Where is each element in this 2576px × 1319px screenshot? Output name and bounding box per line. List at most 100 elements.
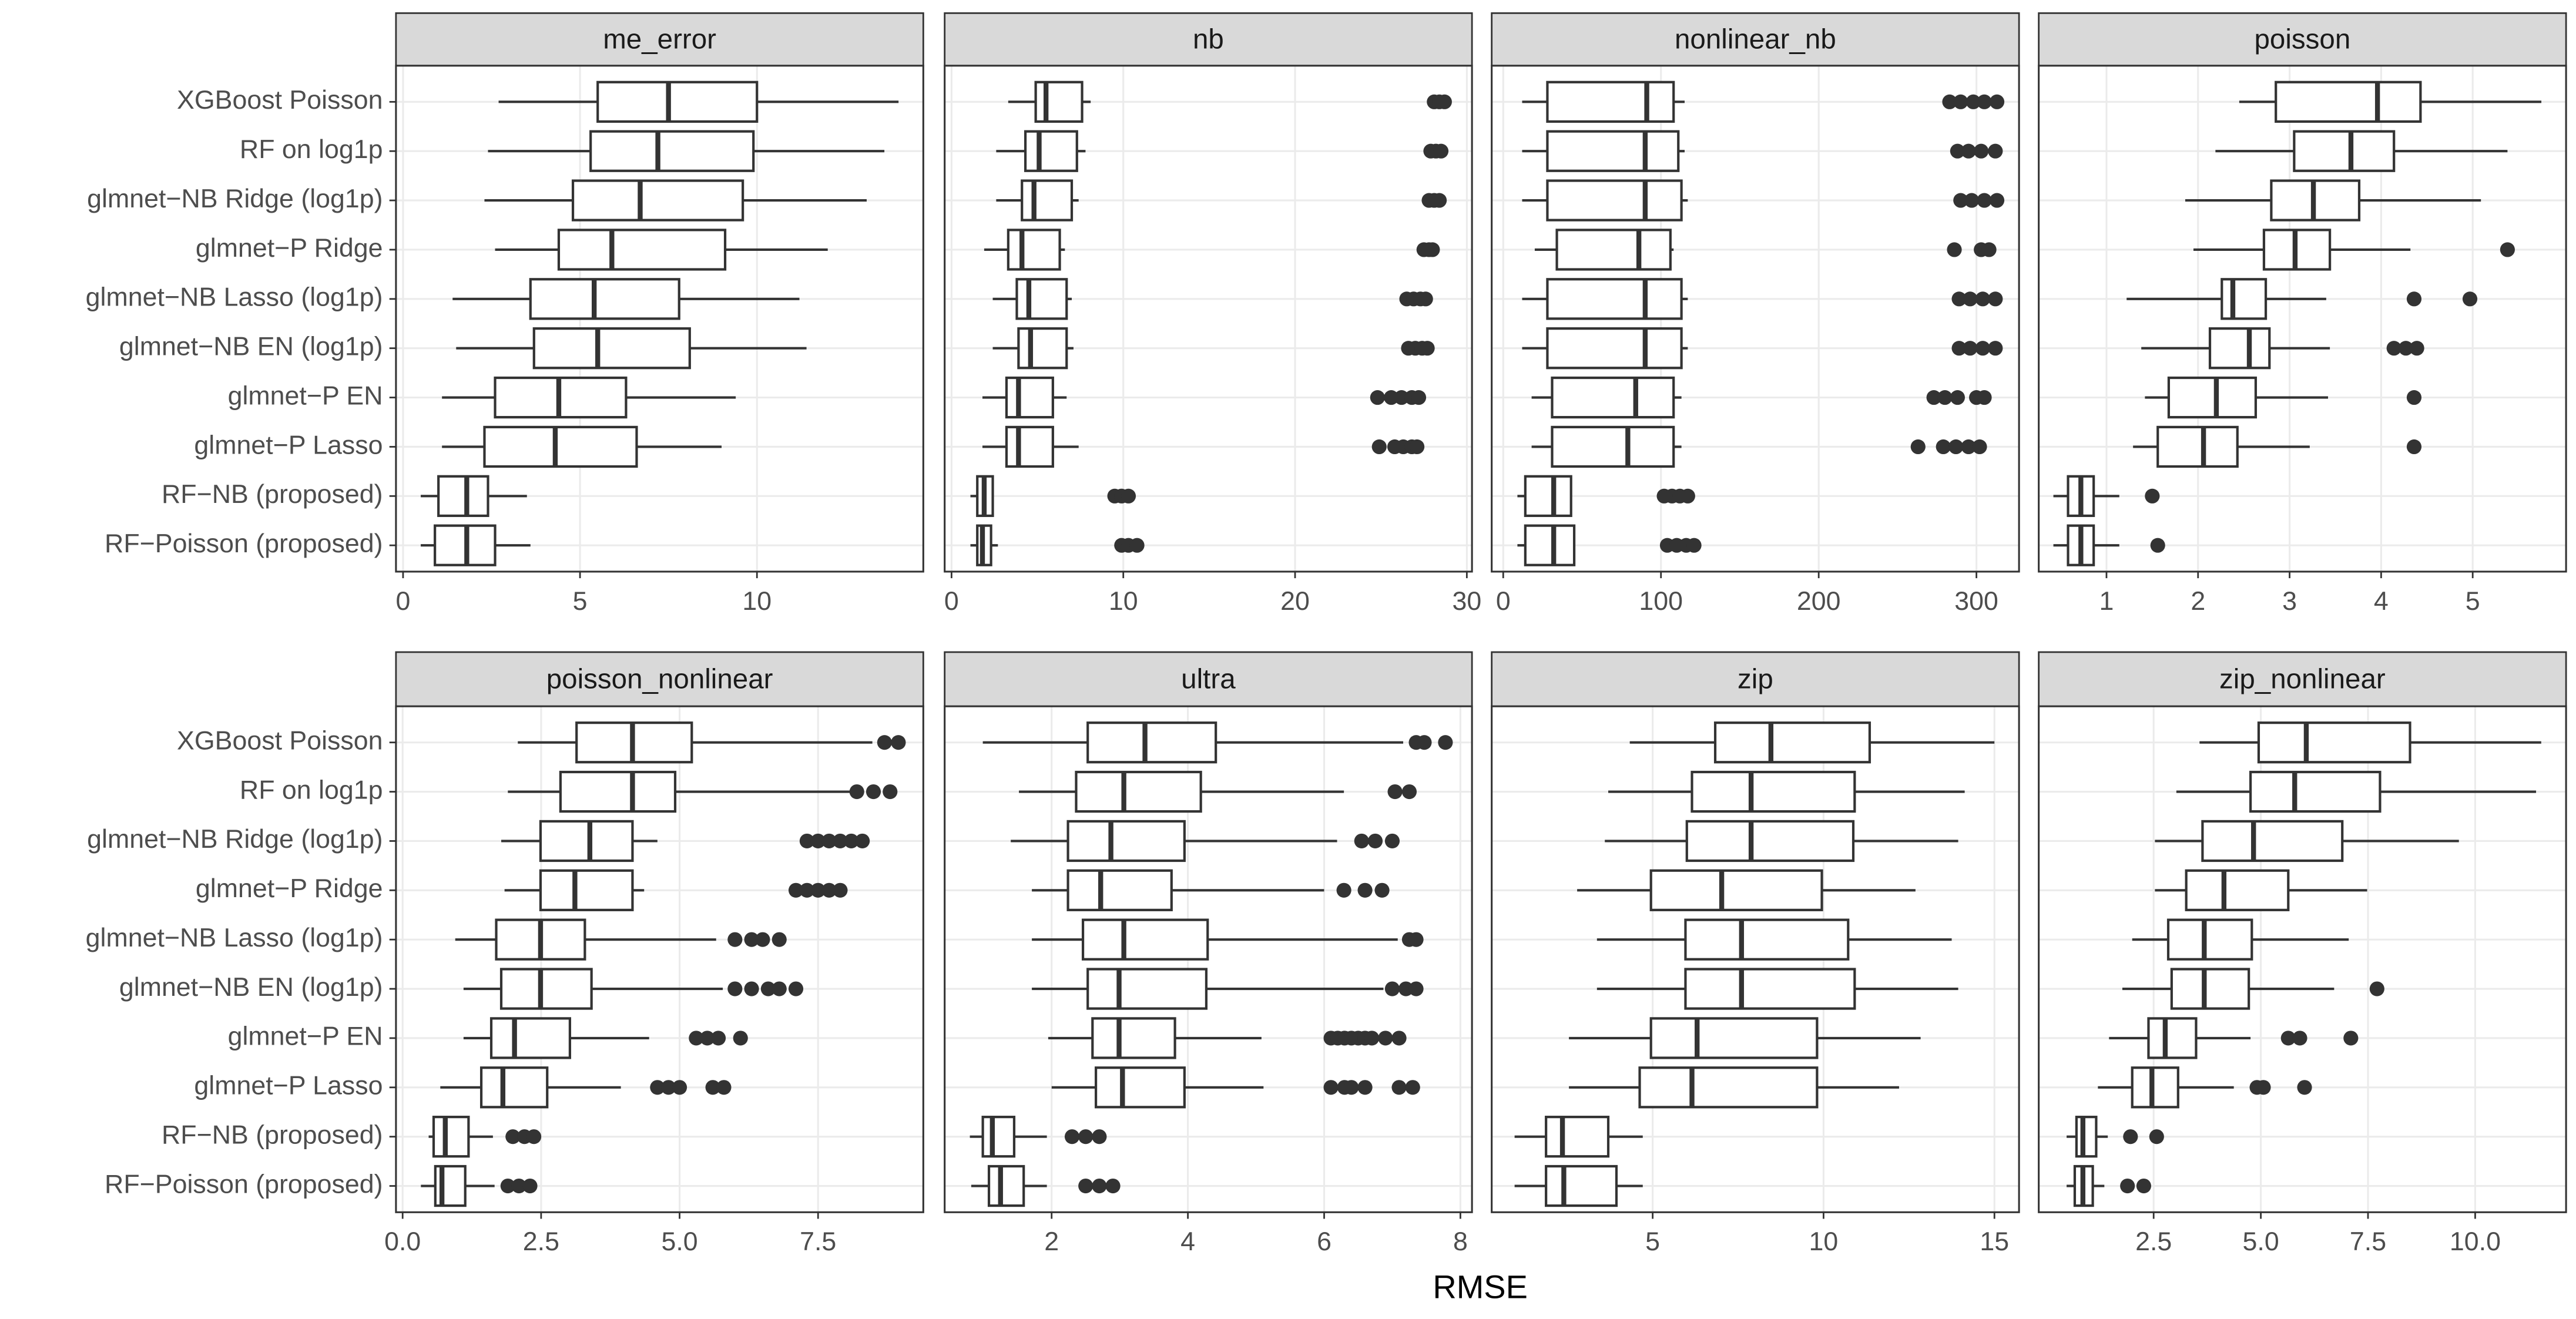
outlier	[1433, 143, 1449, 159]
x-tick-label: 2	[2191, 587, 2205, 616]
y-tick-label: glmnet−NB Ridge (log1p)	[87, 825, 383, 854]
outlier	[772, 932, 787, 947]
outlier	[1425, 242, 1440, 257]
panel-border	[395, 705, 924, 1213]
facet-title: zip	[1738, 663, 1773, 694]
outlier	[1357, 882, 1373, 898]
panel-border	[1491, 705, 2020, 1213]
box	[1094, 1066, 1186, 1109]
box	[1546, 278, 1683, 320]
outlier	[1950, 143, 1965, 159]
facet-strip	[2038, 651, 2567, 707]
outlier	[1384, 390, 1399, 405]
box	[1649, 869, 1823, 911]
outlier	[1942, 94, 1957, 109]
box	[532, 327, 691, 370]
outlier	[1937, 390, 1953, 405]
box	[1524, 524, 1576, 566]
facet-title: me_error	[603, 24, 716, 55]
x-tick-label: 10	[1809, 1227, 1839, 1256]
outlier	[849, 784, 864, 800]
outlier	[2136, 1178, 2152, 1194]
y-tick-label: glmnet−P EN	[228, 1022, 383, 1051]
x-tick-label: 5	[2466, 587, 2480, 616]
outlier	[821, 833, 837, 849]
y-tick-label: glmnet−P Ridge	[196, 234, 383, 263]
outlier	[833, 882, 848, 898]
outlier	[500, 1178, 515, 1194]
x-tick-label: 2.5	[2135, 1227, 2172, 1256]
outlier	[2406, 390, 2422, 405]
box	[981, 1116, 1016, 1158]
x-tick-label: 0.0	[384, 1227, 421, 1256]
outlier	[2149, 1129, 2164, 1145]
outlier	[2406, 439, 2422, 455]
outlier	[760, 981, 776, 996]
outlier	[2398, 341, 2414, 356]
box	[479, 1066, 549, 1109]
outlier	[2150, 538, 2165, 553]
outlier	[883, 784, 898, 800]
outlier	[1410, 439, 1425, 455]
y-tick-label: glmnet−NB EN (log1p)	[119, 973, 383, 1002]
box	[1005, 425, 1054, 468]
outlier	[1975, 341, 1990, 356]
outlier	[1974, 143, 1989, 159]
box	[1546, 80, 1675, 123]
box	[539, 820, 634, 862]
outlier	[2297, 1080, 2312, 1095]
panel-border	[1491, 65, 2020, 573]
outlier	[1981, 242, 1997, 257]
x-tick-label: 0	[396, 587, 411, 616]
box	[2185, 869, 2290, 911]
outlier	[1989, 193, 2005, 208]
y-tick-label: RF−Poisson (proposed)	[105, 529, 383, 558]
panel-border	[2038, 705, 2567, 1213]
x-tick-label: 4	[2374, 587, 2389, 616]
outlier	[1963, 341, 1978, 356]
outlier	[511, 1178, 526, 1194]
x-tick-label: 2.5	[523, 1227, 559, 1256]
x-tick-label: 1	[2099, 587, 2114, 616]
outlier	[1398, 981, 1414, 996]
outlier	[799, 833, 814, 849]
outlier	[1401, 784, 1417, 800]
box	[1081, 918, 1209, 961]
outlier	[505, 1129, 521, 1145]
box	[2249, 770, 2382, 813]
y-tick-label: RF−Poisson (proposed)	[105, 1170, 383, 1199]
outlier	[1354, 833, 1369, 849]
outlier	[744, 932, 759, 947]
box	[2156, 425, 2239, 468]
panel-border	[944, 65, 1473, 573]
outlier	[526, 1129, 542, 1145]
outlier	[877, 735, 892, 750]
outlier	[1988, 341, 2003, 356]
box	[1017, 327, 1068, 370]
outlier	[1387, 784, 1403, 800]
box	[2147, 1017, 2198, 1059]
box	[571, 179, 744, 221]
x-tick-label: 0	[1496, 587, 1511, 616]
box	[1545, 1116, 1610, 1158]
box	[1546, 327, 1683, 370]
outlier	[833, 833, 848, 849]
outlier	[710, 1031, 726, 1046]
y-tick-label: XGBoost Poisson	[177, 726, 383, 755]
outlier	[1953, 193, 1968, 208]
y-tick-label: glmnet−P EN	[228, 381, 383, 410]
outlier	[844, 833, 859, 849]
box	[557, 229, 727, 271]
box	[2201, 820, 2344, 862]
x-tick-label: 5	[573, 587, 588, 616]
outlier	[1961, 439, 1976, 455]
box	[499, 968, 593, 1010]
facet-strip	[395, 12, 924, 67]
box	[539, 869, 634, 911]
outlier	[821, 882, 837, 898]
outlier	[2256, 1080, 2271, 1095]
outlier	[1438, 735, 1453, 750]
outlier	[788, 882, 804, 898]
panel-border	[944, 705, 1473, 1213]
